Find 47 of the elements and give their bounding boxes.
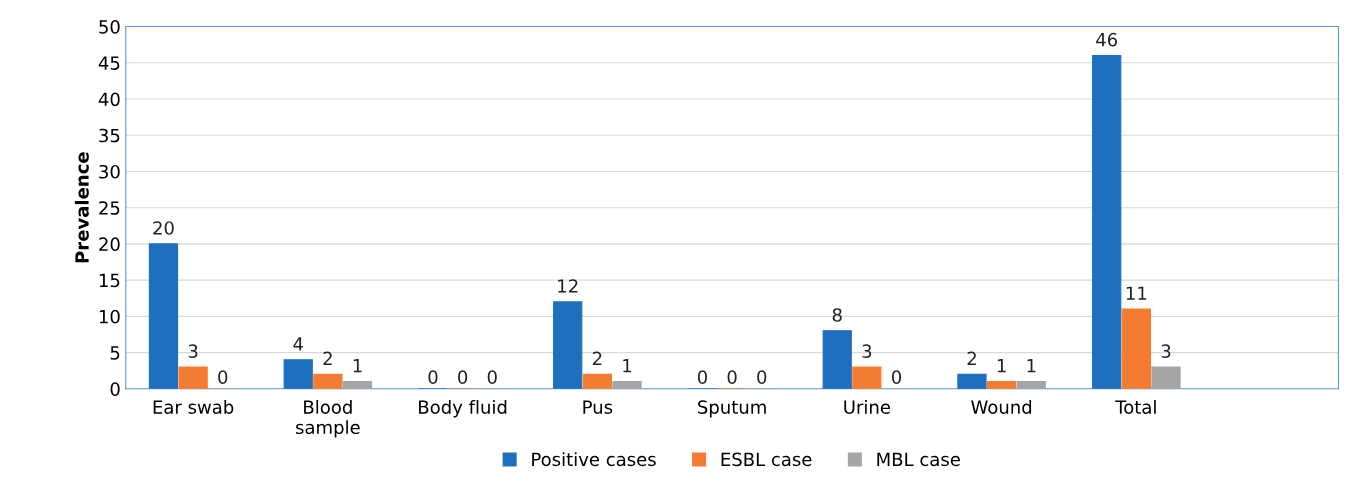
data-label: 11 (1126, 286, 1147, 300)
x-tick-label: Urine (844, 399, 890, 414)
y-tick-label: 5 (110, 346, 120, 360)
y-tick-label: 40 (98, 92, 120, 107)
y-tick-label: 50 (99, 20, 120, 34)
x-tick-label: Ear swab (153, 399, 234, 414)
y-tick-label: 45 (98, 56, 120, 70)
data-label: 0 (458, 370, 468, 384)
data-label: 8 (832, 308, 842, 322)
data-label: 1 (1027, 359, 1036, 373)
data-label: 20 (153, 221, 174, 235)
data-label: 0 (218, 370, 228, 384)
x-tick-label: Sputum (698, 400, 766, 418)
x-tick-label: Total (1115, 399, 1156, 414)
y-tick-label: 30 (99, 164, 120, 179)
data-label: 0 (727, 370, 737, 384)
data-label: 46 (1096, 32, 1118, 47)
legend-label: ESBL case (721, 452, 812, 467)
data-label: 4 (293, 337, 303, 351)
data-label: 2 (323, 351, 332, 366)
y-tick-label: 0 (110, 382, 120, 396)
y-axis-title: Prevalence (74, 152, 89, 263)
x-tick-label: Body fluid (419, 399, 507, 418)
data-label: 3 (862, 344, 872, 359)
x-tick-label: Blood sample (296, 399, 360, 438)
y-tick-label: 10 (99, 309, 120, 324)
data-label: 1 (623, 359, 632, 373)
x-tick-label: Pus (583, 400, 613, 414)
x-tick-label: Wound (971, 399, 1032, 414)
data-label: 0 (428, 370, 438, 384)
y-tick-label: 25 (99, 201, 120, 215)
data-label: 3 (188, 344, 198, 359)
y-tick-label: 35 (99, 128, 120, 143)
data-label: 2 (592, 351, 602, 366)
data-label: 1 (353, 359, 362, 373)
data-label: 1 (997, 359, 1006, 373)
data-label: 0 (891, 370, 902, 384)
y-tick-label: 15 (99, 273, 120, 288)
data-label: 12 (558, 279, 578, 293)
data-label: 0 (757, 370, 767, 384)
data-label: 3 (1161, 344, 1171, 359)
legend-label: MBL case (877, 452, 960, 467)
data-label: 2 (967, 351, 976, 366)
data-label: 0 (697, 370, 708, 384)
legend-label: Positive cases (532, 452, 656, 467)
data-label: 0 (487, 370, 497, 384)
y-tick-label: 20 (99, 237, 120, 252)
